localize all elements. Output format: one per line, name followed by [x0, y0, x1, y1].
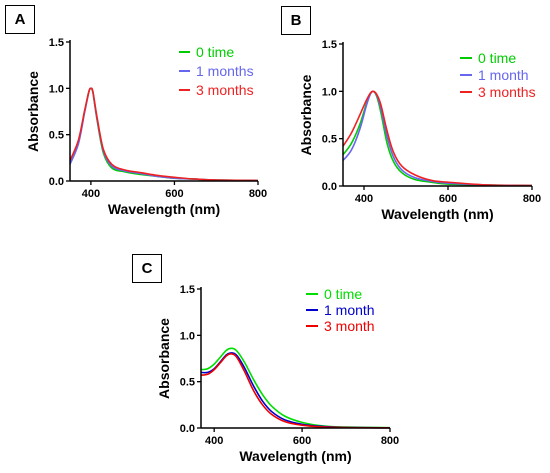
chart-c-x-axis-title: Wavelength (nm): [239, 448, 351, 464]
chart-a-legend-label-1: 1 months: [196, 63, 254, 79]
panel-c-label: C: [132, 254, 162, 283]
chart-c-y-tick-label: 1.0: [180, 330, 195, 342]
chart-a-x-tick-label: 600: [165, 188, 183, 200]
chart-b-series-line-1: [342, 90, 533, 187]
chart-a-legend-label-2: 3 months: [196, 82, 254, 98]
panel-b-label: B: [281, 6, 311, 35]
panel-b-label-text: B: [290, 12, 302, 29]
chart-c-y-tick-label: 0.5: [180, 377, 195, 389]
chart-c-y-axis-title: Absorbance: [156, 318, 172, 399]
chart-b-legend-label-2: 3 months: [478, 84, 536, 100]
chart-a-series-line-2: [69, 87, 259, 182]
chart-a-x-axis-title: Wavelength (nm): [108, 201, 220, 217]
chart-a-y-axis-title: Absorbance: [25, 71, 41, 152]
chart-b-y-tick-label: 0.0: [322, 181, 337, 193]
chart-b-x-tick-label: 400: [355, 193, 373, 205]
chart-b-y-axis-title: Absorbance: [298, 74, 314, 155]
chart-a-y-tick-label: 0.0: [49, 176, 64, 188]
chart-b-series-line-2: [342, 90, 533, 187]
chart-a-x-tick-label: 800: [249, 188, 267, 200]
chart-a-y-tick-label: 0.5: [49, 130, 64, 142]
panel-a-label: A: [5, 5, 35, 34]
chart-b-series-line-0: [342, 90, 533, 187]
chart-b-y-tick-label: 1.5: [322, 39, 337, 51]
chart-c-legend-label-0: 0 time: [324, 286, 362, 302]
chart-c-y-tick-label: 0.0: [180, 423, 195, 435]
chart-c-series-line-0: [200, 347, 391, 429]
chart-c-x-tick-label: 800: [381, 435, 399, 447]
chart-c-legend-label-2: 3 month: [324, 318, 375, 334]
chart-b-y-tick-label: 1.0: [322, 86, 337, 98]
chart-c-legend-label-1: 1 month: [324, 302, 375, 318]
chart-b-y-tick-label: 0.5: [322, 134, 337, 146]
chart-b-x-axis-title: Wavelength (nm): [381, 206, 493, 222]
chart-c-series-line-1: [200, 352, 391, 429]
chart-b-legend-label-0: 0 time: [478, 50, 516, 66]
chart-a-legend-label-0: 0 time: [196, 44, 234, 60]
chart-a-y-tick-label: 1.5: [49, 37, 64, 49]
chart-c-y-tick-label: 1.5: [180, 284, 195, 296]
panel-c-label-text: C: [141, 260, 153, 277]
chart-c-x-tick-label: 600: [293, 435, 311, 447]
chart-a-x-tick-label: 400: [82, 188, 100, 200]
chart-b-legend-label-1: 1 month: [478, 67, 529, 83]
panel-a-label-text: A: [14, 11, 26, 28]
chart-b-x-tick-label: 800: [523, 193, 541, 205]
chart-a-y-tick-label: 1.0: [49, 83, 64, 95]
chart-c-x-tick-label: 400: [205, 435, 223, 447]
chart-b-x-tick-label: 600: [439, 193, 457, 205]
chart-c-series-line-2: [200, 353, 391, 429]
